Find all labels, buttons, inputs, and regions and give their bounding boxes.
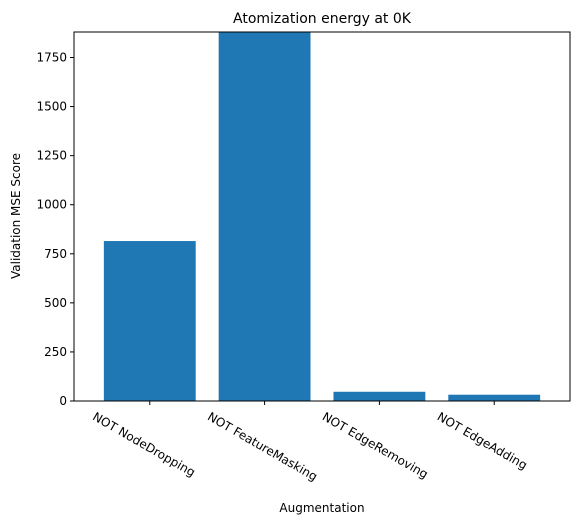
- chart-title: Atomization energy at 0K: [233, 11, 412, 27]
- y-tick-label: 250: [44, 345, 67, 359]
- y-tick-label: 500: [44, 296, 67, 310]
- y-tick-label: 750: [44, 247, 67, 261]
- y-axis: 0 250 500 750 1000 1250 1500 1750: [36, 51, 74, 408]
- y-tick-label: 1750: [36, 51, 67, 65]
- x-axis: NOT NodeDropping NOT FeatureMasking NOT Ed…: [90, 401, 530, 484]
- y-tick-label: 1500: [36, 100, 67, 114]
- y-tick-label: 1000: [36, 198, 67, 212]
- bar-2: [218, 32, 311, 401]
- bars-group: [103, 32, 541, 401]
- bar-4: [448, 394, 541, 401]
- x-tick-label: NOT FeatureMasking: [205, 409, 320, 483]
- x-tick-label: NOT EdgeAdding: [435, 409, 530, 472]
- bar-1: [103, 241, 196, 401]
- x-axis-title: Augmentation: [279, 501, 364, 515]
- y-tick-label: 1250: [36, 149, 67, 163]
- bar-3: [333, 391, 426, 401]
- plot-frame: [73, 31, 571, 402]
- y-tick-label: 0: [59, 394, 67, 408]
- x-tick-label: NOT NodeDropping: [90, 409, 197, 479]
- x-tick-label: NOT EdgeRemoving: [320, 409, 431, 481]
- y-axis-title: Validation MSE Score: [9, 153, 23, 279]
